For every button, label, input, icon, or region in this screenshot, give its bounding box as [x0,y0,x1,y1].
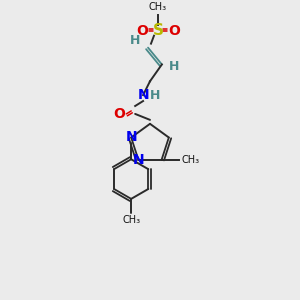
Text: CH₃: CH₃ [149,2,167,12]
Text: O: O [168,24,180,38]
Text: CH₃: CH₃ [122,215,140,225]
Text: O: O [136,24,148,38]
Text: N: N [125,130,137,145]
Text: N: N [137,88,149,102]
Text: O: O [113,107,125,121]
Text: N: N [133,153,144,166]
Text: H: H [169,60,179,73]
Text: S: S [152,23,164,38]
Text: H: H [150,88,160,102]
Text: CH₃: CH₃ [182,154,200,165]
Text: H: H [130,34,140,47]
